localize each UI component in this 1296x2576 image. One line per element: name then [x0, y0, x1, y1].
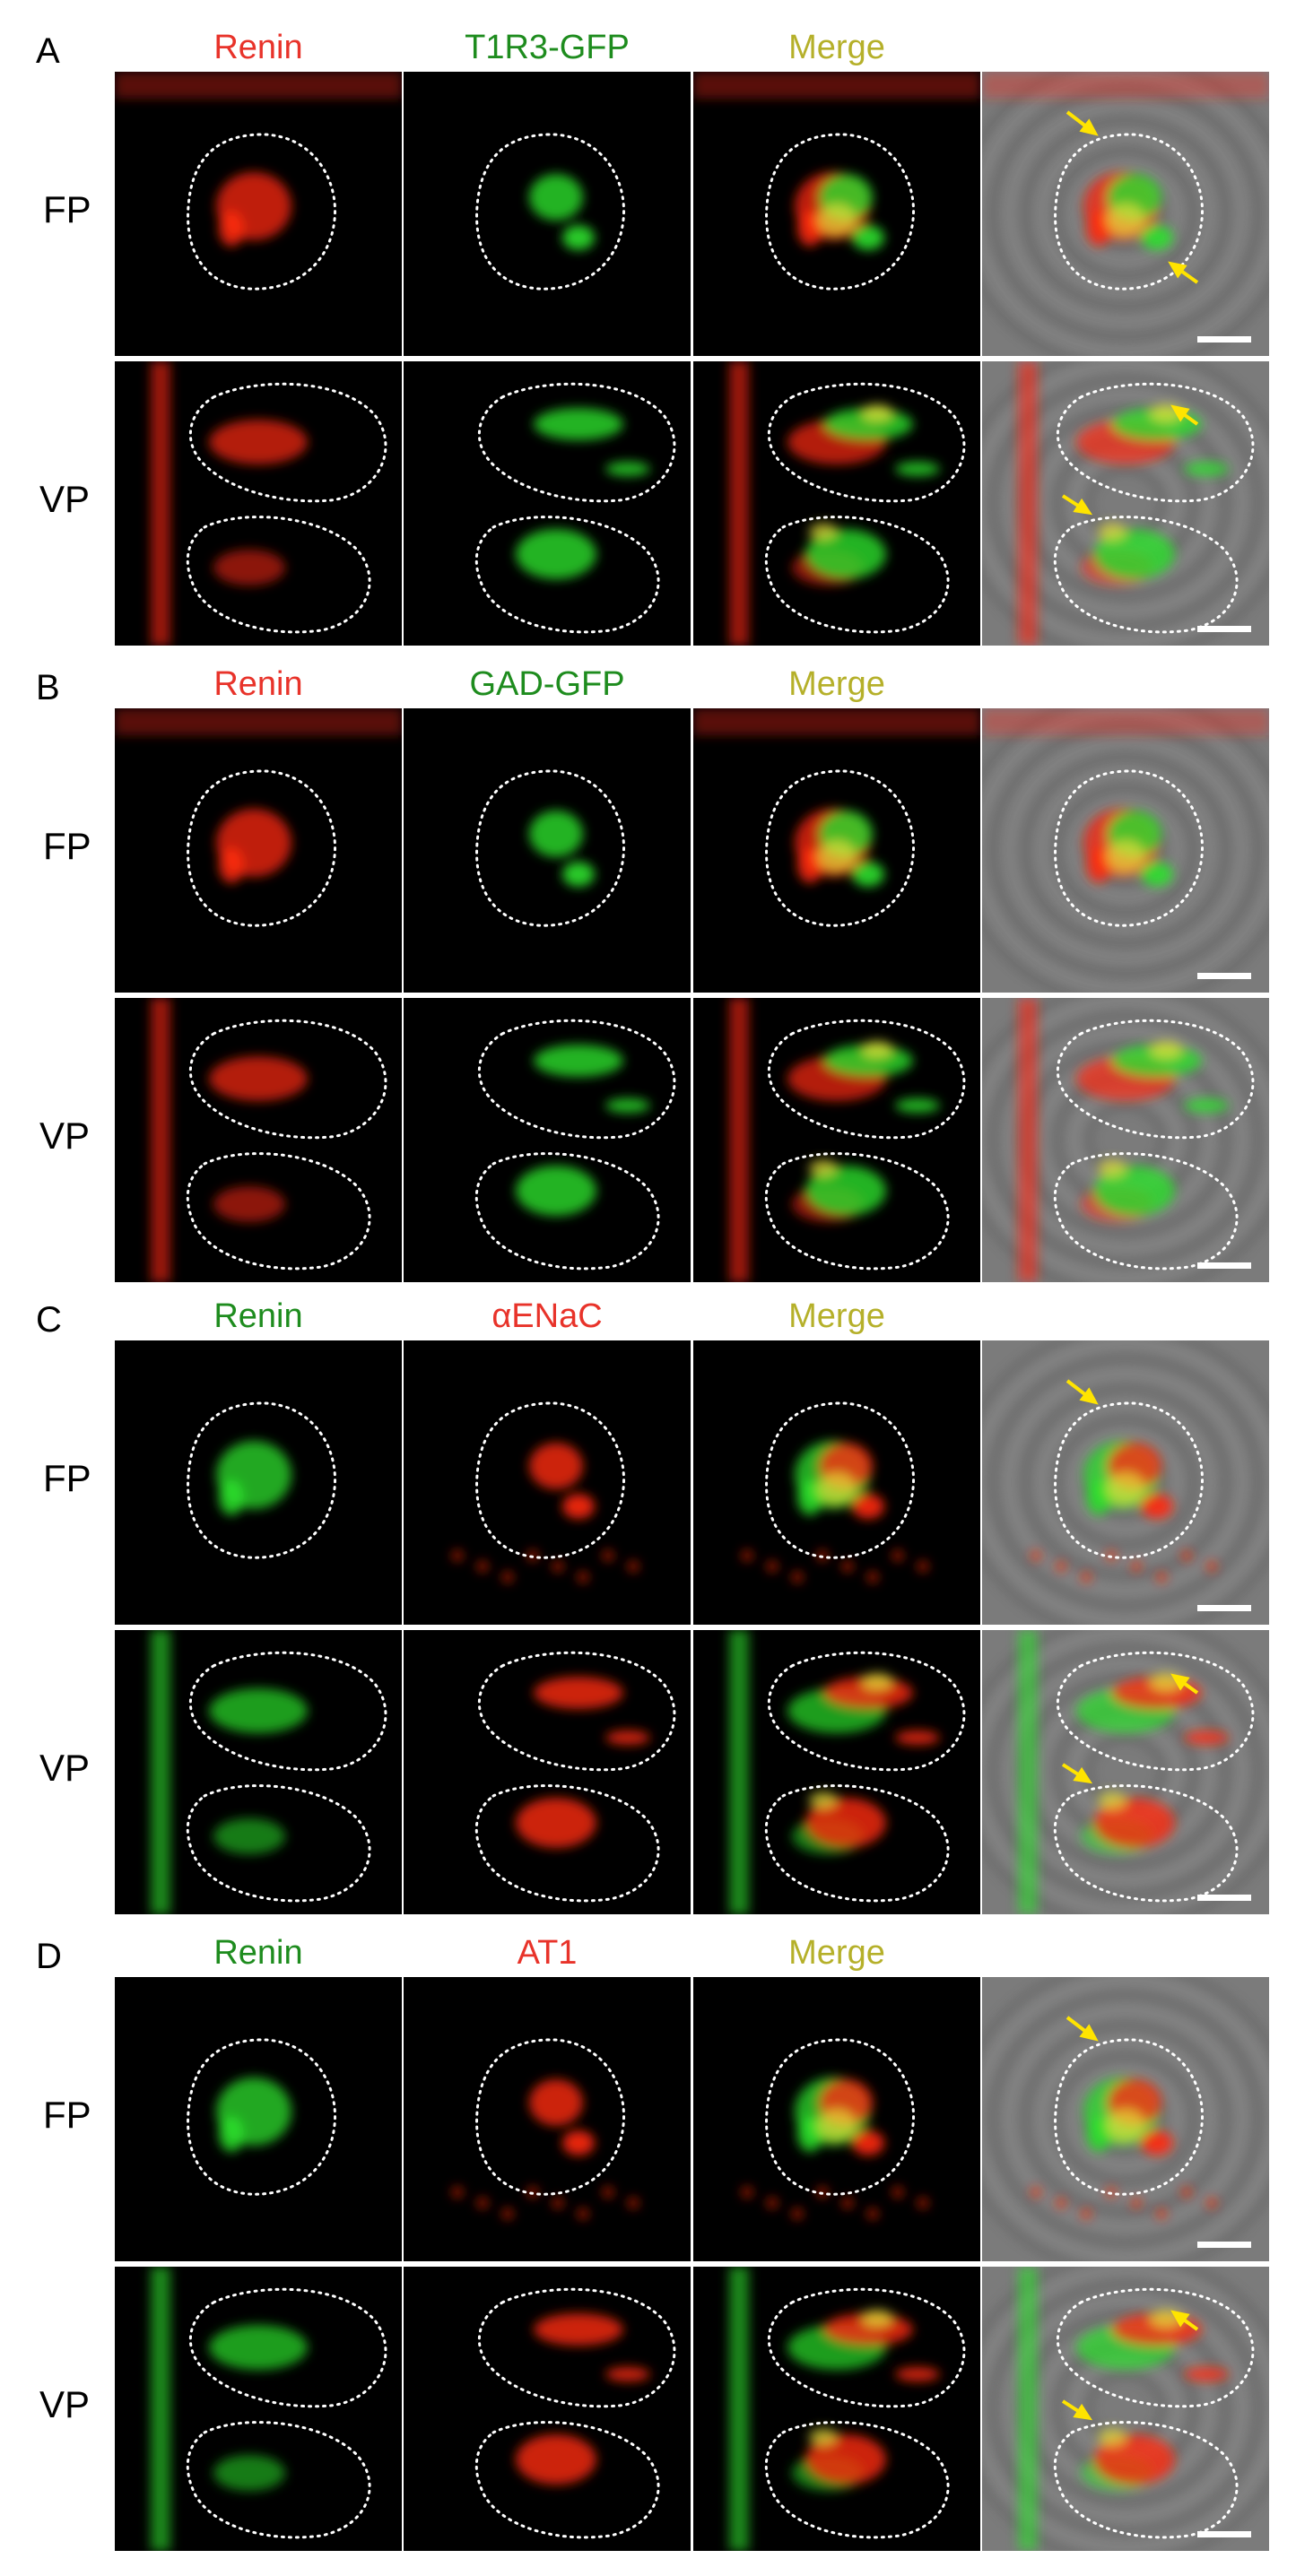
arrow-icon — [1073, 498, 1093, 516]
row-label-fp: FP — [43, 2094, 91, 2136]
panel-letter: A — [36, 31, 60, 71]
micrograph-tile — [115, 1977, 402, 2261]
column-header: Merge — [788, 1934, 885, 1972]
micrograph-tile — [693, 72, 980, 356]
micrograph-tile — [115, 1630, 402, 1914]
column-header: Renin — [213, 665, 303, 703]
micrograph-tile — [693, 1977, 980, 2261]
arrow-icon — [1170, 1673, 1190, 1691]
micrograph-tile — [404, 708, 691, 993]
panel-letter: C — [36, 1300, 62, 1340]
micrograph-tile — [404, 2267, 691, 2551]
micrograph-tile — [693, 1630, 980, 1914]
micrograph-tile — [115, 708, 402, 993]
micrograph-tile — [982, 2267, 1269, 2551]
column-header: GAD-GFP — [469, 665, 625, 703]
scale-bar — [1197, 1605, 1251, 1611]
arrow-icon — [1079, 118, 1099, 136]
column-header: Merge — [788, 665, 885, 703]
scale-bar — [1197, 626, 1251, 632]
scale-bar — [1197, 336, 1251, 343]
micrograph-tile — [115, 72, 402, 356]
scale-bar — [1197, 1262, 1251, 1269]
micrograph-tile — [115, 1340, 402, 1625]
micrograph-tile — [982, 1977, 1269, 2261]
column-header: Renin — [213, 29, 303, 66]
row-label-fp: FP — [43, 825, 91, 867]
micrograph-tile — [404, 361, 691, 646]
row-label-vp: VP — [39, 1747, 91, 1789]
scale-bar — [1197, 2531, 1251, 2537]
panel-letter: B — [36, 668, 60, 707]
column-header: Merge — [788, 29, 885, 66]
micrograph-tile — [693, 361, 980, 646]
arrow-icon — [1079, 2024, 1099, 2042]
micrograph-tile — [693, 998, 980, 1282]
column-header: αENaC — [491, 1297, 603, 1335]
column-header: Renin — [213, 1934, 303, 1972]
micrograph-tile — [404, 998, 691, 1282]
column-header: T1R3-GFP — [465, 29, 630, 66]
column-header: Renin — [213, 1297, 303, 1335]
micrograph-tile — [404, 1630, 691, 1914]
micrograph-tile — [115, 361, 402, 646]
micrograph-tile — [404, 72, 691, 356]
arrow-icon — [1073, 2403, 1093, 2421]
micrograph-tile — [982, 708, 1269, 993]
micrograph-tile — [404, 1977, 691, 2261]
row-label-fp: FP — [43, 188, 91, 230]
row-label-vp: VP — [39, 478, 91, 520]
scale-bar — [1197, 973, 1251, 979]
micrograph-tile — [982, 72, 1269, 356]
row-label-vp: VP — [39, 1115, 91, 1157]
scale-bar — [1197, 2242, 1251, 2248]
arrow-icon — [1168, 261, 1187, 279]
micrograph-tile — [693, 1340, 980, 1625]
arrow-icon — [1073, 1766, 1093, 1784]
row-label-vp: VP — [39, 2383, 91, 2425]
micrograph-tile — [982, 361, 1269, 646]
arrow-icon — [1079, 1387, 1099, 1405]
micrograph-tile — [404, 1340, 691, 1625]
scale-bar — [1197, 1895, 1251, 1901]
micrograph-tile — [115, 998, 402, 1282]
column-header: AT1 — [517, 1934, 578, 1972]
micrograph-tile — [982, 998, 1269, 1282]
micrograph-tile — [693, 2267, 980, 2551]
micrograph-tile — [982, 1630, 1269, 1914]
arrow-icon — [1170, 2310, 1190, 2328]
arrow-icon — [1170, 404, 1190, 422]
micrograph-tile — [693, 708, 980, 993]
panel-letter: D — [36, 1937, 62, 1976]
column-header: Merge — [788, 1297, 885, 1335]
micrograph-tile — [982, 1340, 1269, 1625]
micrograph-tile — [115, 2267, 402, 2551]
row-label-fp: FP — [43, 1457, 91, 1499]
